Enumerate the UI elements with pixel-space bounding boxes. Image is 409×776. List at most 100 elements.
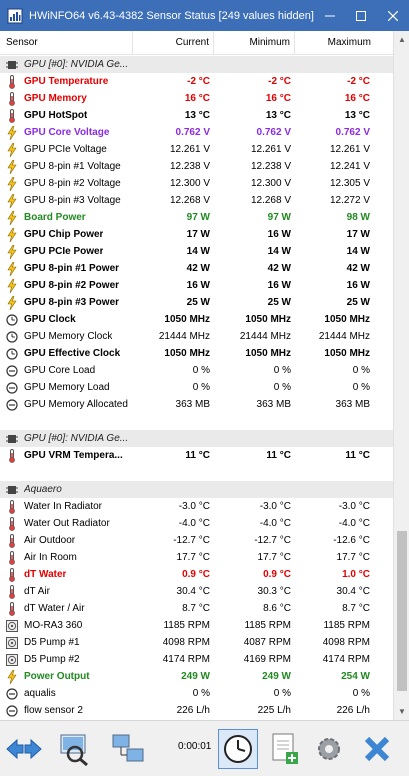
close-button[interactable] bbox=[377, 0, 409, 31]
maximum-value: -3.0 °C bbox=[338, 501, 370, 512]
minimum-value: 16 W bbox=[267, 229, 291, 240]
sensor-row[interactable]: GPU VRM Tempera... 11 °C 11 °C 11 °C bbox=[0, 447, 393, 464]
sensor-row[interactable]: MO-RA3 360 1185 RPM 1185 RPM 1185 RPM bbox=[0, 617, 393, 634]
sensor-group-header[interactable]: Aquaero bbox=[0, 481, 393, 498]
maximum-value: 12.272 V bbox=[329, 195, 370, 206]
current-value: 1050 MHz bbox=[164, 348, 210, 359]
sensor-name: GPU Core Load bbox=[24, 365, 96, 376]
sensor-name: GPU PCIe Voltage bbox=[24, 144, 107, 155]
maximum-value: 17 W bbox=[346, 229, 370, 240]
current-value: 25 W bbox=[186, 297, 210, 308]
sensor-row[interactable]: D5 Pump #1 4098 RPM 4087 RPM 4098 RPM bbox=[0, 634, 393, 651]
log-add-button[interactable] bbox=[265, 729, 305, 769]
sensor-row[interactable]: GPU PCIe Voltage 12.261 V 12.261 V 12.261 V bbox=[0, 141, 393, 158]
sensor-row[interactable]: GPU PCIe Power 14 W 14 W 14 W bbox=[0, 243, 393, 260]
sensor-row[interactable]: GPU Memory Allocated 363 MB 363 MB 363 MB bbox=[0, 396, 393, 413]
minimum-value: 42 W bbox=[267, 263, 291, 274]
sensor-row[interactable]: aqualis 0 % 0 % 0 % bbox=[0, 685, 393, 702]
column-header-minimum[interactable]: Minimum bbox=[214, 31, 295, 55]
sensor-row[interactable]: GPU 8-pin #3 Voltage 12.268 V 12.268 V 12.2… bbox=[0, 192, 393, 209]
sensor-name-cell: MO-RA3 360 bbox=[0, 617, 133, 634]
sensor-row[interactable]: dT Air 30.4 °C 30.3 °C 30.4 °C bbox=[0, 583, 393, 600]
scrollbar-thumb[interactable] bbox=[397, 531, 407, 691]
vertical-scrollbar[interactable]: ▲ ▼ bbox=[393, 31, 409, 720]
scroll-up-arrow-icon[interactable]: ▲ bbox=[398, 35, 406, 44]
sensor-row[interactable]: GPU 8-pin #2 Power 16 W 16 W 16 W bbox=[0, 277, 393, 294]
current-value: 0 % bbox=[192, 688, 210, 699]
sensor-row[interactable]: GPU 8-pin #3 Power 25 W 25 W 25 W bbox=[0, 294, 393, 311]
sensor-row[interactable]: GPU 8-pin #1 Power 42 W 42 W 42 W bbox=[0, 260, 393, 277]
sensor-name-cell: GPU 8-pin #3 Power bbox=[0, 294, 133, 311]
gauge-icon bbox=[6, 687, 18, 701]
network-view-button[interactable] bbox=[54, 729, 94, 769]
sensor-name-cell: GPU Memory Allocated bbox=[0, 396, 133, 413]
maximum-value: 30.4 °C bbox=[336, 586, 370, 597]
minimize-button[interactable] bbox=[314, 0, 346, 31]
sensor-name-cell: Water Out Radiator bbox=[0, 515, 133, 532]
navigate-arrows-button[interactable] bbox=[4, 729, 44, 769]
sensor-name-cell: D5 Pump #1 bbox=[0, 634, 133, 651]
thermometer-icon bbox=[6, 499, 18, 514]
current-value: 97 W bbox=[186, 212, 210, 223]
sensor-row[interactable]: Board Power 97 W 97 W 98 W bbox=[0, 209, 393, 226]
sensor-name: Power Output bbox=[24, 671, 90, 682]
group-title: Aquaero bbox=[24, 484, 62, 495]
close-sensors-button[interactable] bbox=[357, 729, 397, 769]
current-value: 4098 RPM bbox=[162, 637, 210, 648]
sensor-row[interactable]: Water In Radiator -3.0 °C -3.0 °C -3.0 °C bbox=[0, 498, 393, 515]
maximum-value: 16 °C bbox=[344, 93, 370, 104]
maximize-button[interactable] bbox=[346, 0, 378, 31]
settings-gear-icon bbox=[318, 738, 340, 760]
sensor-row[interactable]: GPU Memory Load 0 % 0 % 0 % bbox=[0, 379, 393, 396]
minimum-value: 12.238 V bbox=[250, 161, 291, 172]
sensor-name-cell: Power Output bbox=[0, 668, 133, 685]
chip-icon bbox=[6, 58, 18, 72]
column-header-maximum[interactable]: Maximum bbox=[327, 36, 371, 48]
sensor-row[interactable]: Air In Room 17.7 °C 17.7 °C 17.7 °C bbox=[0, 549, 393, 566]
sensor-group-header[interactable]: GPU [#0]: NVIDIA Ge... bbox=[0, 56, 393, 73]
sensor-name: GPU Memory Allocated bbox=[24, 399, 128, 410]
scroll-down-arrow-icon[interactable]: ▼ bbox=[398, 707, 406, 716]
lightning-icon bbox=[6, 295, 18, 310]
maximum-value: -4.0 °C bbox=[338, 518, 370, 529]
sensor-row[interactable]: D5 Pump #2 4174 RPM 4169 RPM 4174 RPM bbox=[0, 651, 393, 668]
sensor-row[interactable]: GPU 8-pin #2 Voltage 12.300 V 12.300 V 12.3… bbox=[0, 175, 393, 192]
minimum-value: -12.7 °C bbox=[254, 535, 291, 546]
group-name: GPU [#0]: NVIDIA Ge... bbox=[0, 56, 133, 73]
sensor-row[interactable]: dT Water / Air 8.7 °C 8.6 °C 8.7 °C bbox=[0, 600, 393, 617]
settings-button[interactable] bbox=[309, 729, 349, 769]
sensor-row[interactable]: GPU Core Load 0 % 0 % 0 % bbox=[0, 362, 393, 379]
sensor-row[interactable]: GPU Chip Power 17 W 16 W 17 W bbox=[0, 226, 393, 243]
minimum-value: 1050 MHz bbox=[245, 348, 291, 359]
sensor-row[interactable]: dT Water 0.9 °C 0.9 °C 1.0 °C bbox=[0, 566, 393, 583]
thermometer-icon bbox=[6, 516, 18, 531]
current-value: 11 °C bbox=[185, 450, 210, 461]
network-button[interactable] bbox=[108, 729, 148, 769]
sensor-name-cell: GPU 8-pin #1 Power bbox=[0, 260, 133, 277]
sensor-row[interactable]: GPU HotSpot 13 °C 13 °C 13 °C bbox=[0, 107, 393, 124]
sensor-row[interactable]: GPU Effective Clock 1050 MHz 1050 MHz 1050 … bbox=[0, 345, 393, 362]
current-value: 17.7 °C bbox=[176, 552, 210, 563]
column-header-current[interactable]: Current bbox=[133, 31, 214, 55]
sensor-row[interactable]: GPU Clock 1050 MHz 1050 MHz 1050 MHz bbox=[0, 311, 393, 328]
clock-button[interactable] bbox=[218, 729, 258, 769]
sensor-row[interactable]: GPU Core Voltage 0.762 V 0.762 V 0.762 V bbox=[0, 124, 393, 141]
maximum-value: 1.0 °C bbox=[342, 569, 370, 580]
minimum-value: 14 W bbox=[267, 246, 291, 257]
sensor-row[interactable]: Water Out Radiator -4.0 °C -4.0 °C -4.0 °C bbox=[0, 515, 393, 532]
current-value: 0 % bbox=[192, 365, 210, 376]
sensor-row[interactable]: GPU Temperature -2 °C -2 °C -2 °C bbox=[0, 73, 393, 90]
sensor-row[interactable]: GPU Memory 16 °C 16 °C 16 °C bbox=[0, 90, 393, 107]
sensor-row[interactable]: Air Outdoor -12.7 °C -12.7 °C -12.6 °C bbox=[0, 532, 393, 549]
sensor-name: Air Outdoor bbox=[24, 535, 76, 546]
sensor-row[interactable]: Power Output 249 W 249 W 254 W bbox=[0, 668, 393, 685]
sensor-name-cell: GPU 8-pin #2 Power bbox=[0, 277, 133, 294]
maximum-value: 14 W bbox=[346, 246, 370, 257]
minimum-value: 363 MB bbox=[256, 399, 291, 410]
sensor-row[interactable]: GPU Memory Clock 21444 MHz 21444 MHz 21444 … bbox=[0, 328, 393, 345]
maximum-value: 0.762 V bbox=[335, 127, 370, 138]
sensor-row[interactable]: GPU 8-pin #1 Voltage 12.238 V 12.238 V 12.2… bbox=[0, 158, 393, 175]
sensor-group-header[interactable]: GPU [#0]: NVIDIA Ge... bbox=[0, 430, 393, 447]
column-header-sensor[interactable]: Sensor bbox=[0, 31, 133, 55]
sensor-row[interactable]: flow sensor 2 226 L/h 225 L/h 226 L/h bbox=[0, 702, 393, 719]
